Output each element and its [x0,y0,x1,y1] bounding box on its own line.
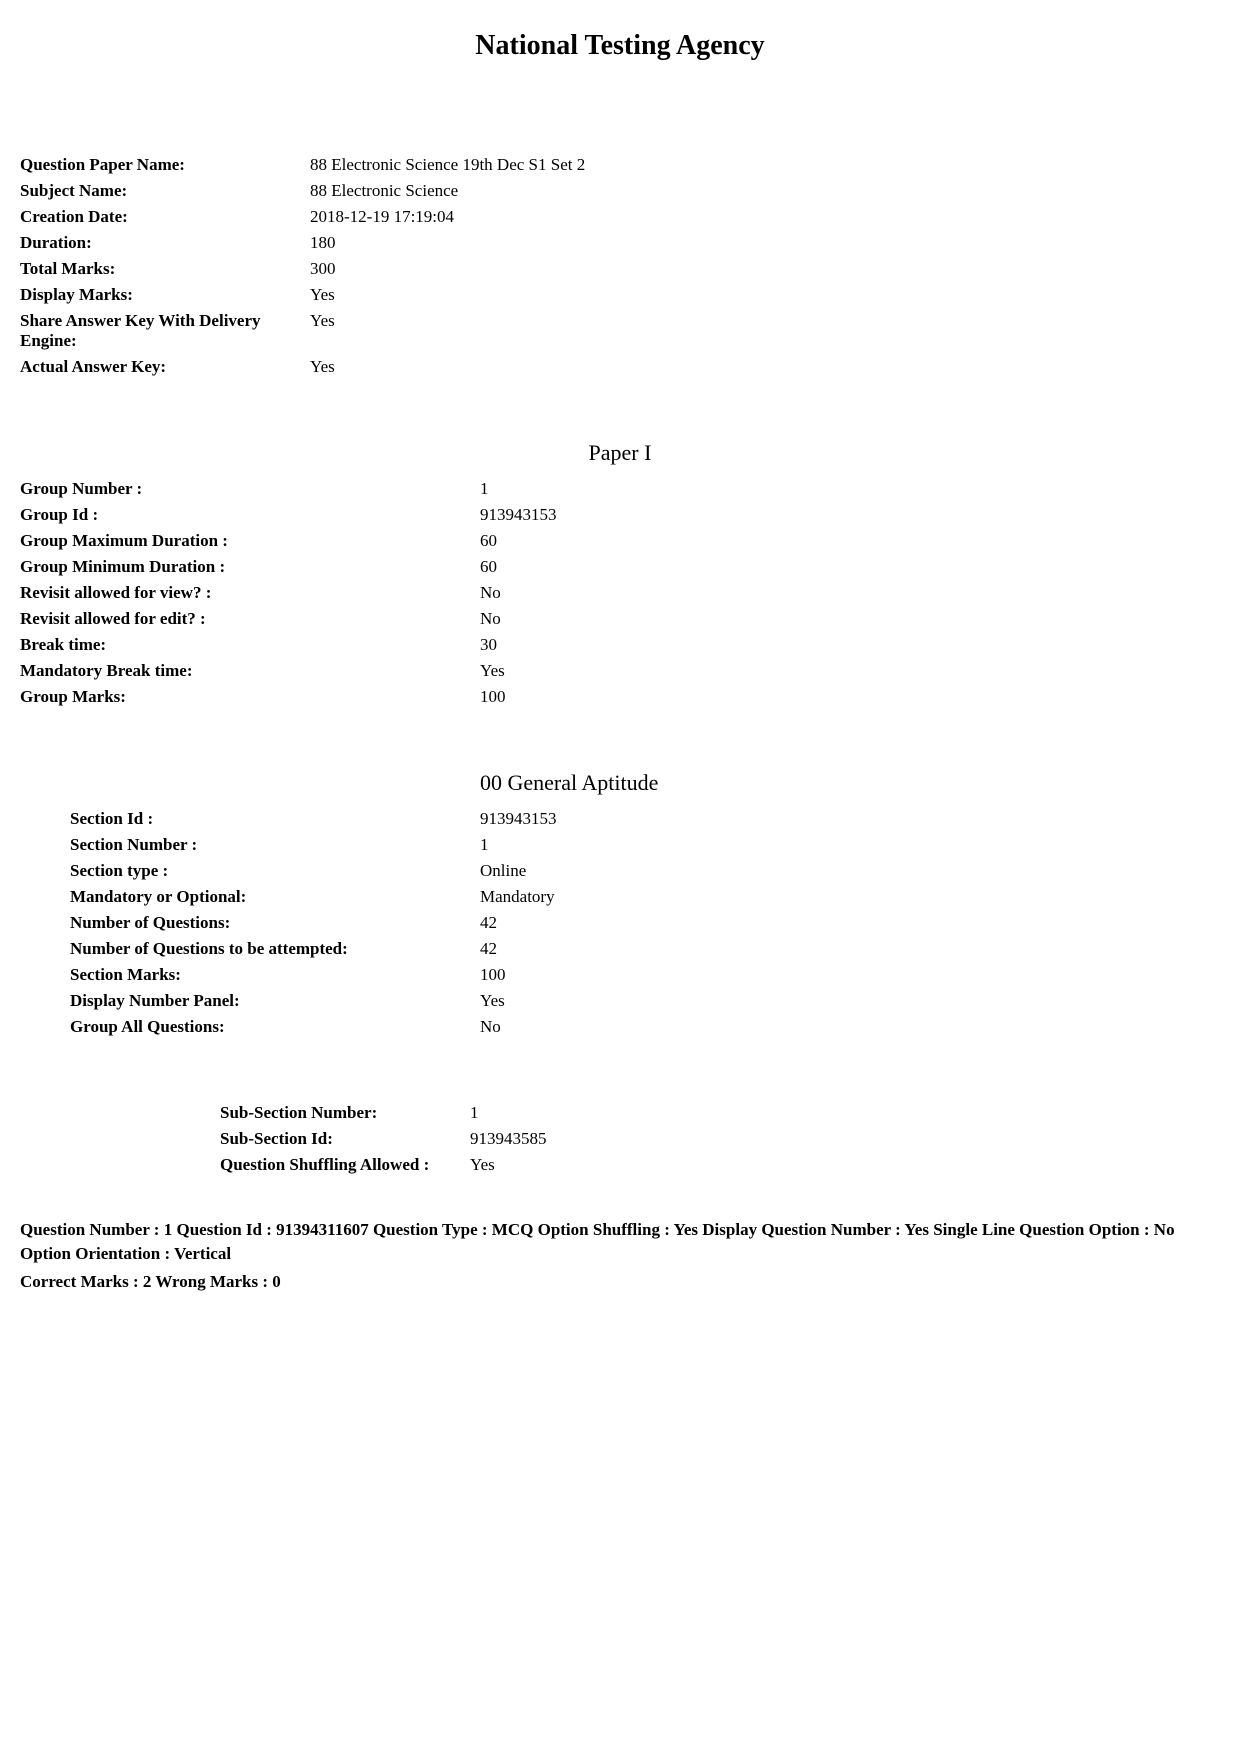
info-value: 300 [310,256,1220,282]
table-row: Display Marks: Yes [20,282,1220,308]
table-row: Section type : Online [70,858,1220,884]
section-value: 100 [480,962,1220,988]
section-heading: 00 General Aptitude [70,770,1220,796]
table-row: Duration: 180 [20,230,1220,256]
table-row: Question Shuffling Allowed : Yes [220,1152,1220,1178]
group-heading: Paper I [20,440,1220,466]
info-label: Actual Answer Key: [20,354,310,380]
section-value: Mandatory [480,884,1220,910]
group-value: 60 [480,554,1220,580]
table-row: Group All Questions: No [70,1014,1220,1040]
table-row: Break time: 30 [20,632,1220,658]
info-value: 88 Electronic Science [310,178,1220,204]
section-value: 1 [480,832,1220,858]
table-row: Subject Name: 88 Electronic Science [20,178,1220,204]
info-label: Share Answer Key With Delivery Engine: [20,308,310,354]
table-row: Section Marks: 100 [70,962,1220,988]
subsection-label: Sub-Section Number: [220,1100,470,1126]
group-label: Revisit allowed for edit? : [20,606,480,632]
table-row: Mandatory Break time: Yes [20,658,1220,684]
group-label: Mandatory Break time: [20,658,480,684]
section-label: Section Number : [70,832,480,858]
table-row: Group Marks: 100 [20,684,1220,710]
subsection-table: Sub-Section Number: 1 Sub-Section Id: 91… [220,1100,1220,1178]
table-row: Group Minimum Duration : 60 [20,554,1220,580]
paper-info-table: Question Paper Name: 88 Electronic Scien… [20,152,1220,380]
table-row: Section Id : 913943153 [70,806,1220,832]
table-row: Section Number : 1 [70,832,1220,858]
section-label: Group All Questions: [70,1014,480,1040]
question-metadata: Question Number : 1 Question Id : 913943… [20,1218,1220,1266]
table-row: Actual Answer Key: Yes [20,354,1220,380]
group-value: No [480,606,1220,632]
section-label: Number of Questions: [70,910,480,936]
group-label: Group Minimum Duration : [20,554,480,580]
section-value: No [480,1014,1220,1040]
section-label: Mandatory or Optional: [70,884,480,910]
section-value: Yes [480,988,1220,1014]
subsection-block: Sub-Section Number: 1 Sub-Section Id: 91… [20,1100,1220,1178]
section-value: Online [480,858,1220,884]
section-label: Display Number Panel: [70,988,480,1014]
table-row: Display Number Panel: Yes [70,988,1220,1014]
info-value: Yes [310,354,1220,380]
table-row: Mandatory or Optional: Mandatory [70,884,1220,910]
group-value: No [480,580,1220,606]
table-row: Sub-Section Number: 1 [220,1100,1220,1126]
group-label: Revisit allowed for view? : [20,580,480,606]
section-label: Section Id : [70,806,480,832]
group-label: Group Number : [20,476,480,502]
info-label: Display Marks: [20,282,310,308]
section-label: Section Marks: [70,962,480,988]
table-row: Revisit allowed for view? : No [20,580,1220,606]
table-row: Total Marks: 300 [20,256,1220,282]
group-value: Yes [480,658,1220,684]
table-row: Creation Date: 2018-12-19 17:19:04 [20,204,1220,230]
table-row: Sub-Section Id: 913943585 [220,1126,1220,1152]
group-label: Group Marks: [20,684,480,710]
table-row: Group Id : 913943153 [20,502,1220,528]
group-table: Group Number : 1 Group Id : 913943153 Gr… [20,476,1220,710]
group-value: 100 [480,684,1220,710]
subsection-value: 913943585 [470,1126,1220,1152]
section-value: 42 [480,910,1220,936]
table-row: Question Paper Name: 88 Electronic Scien… [20,152,1220,178]
table-row: Group Maximum Duration : 60 [20,528,1220,554]
info-label: Creation Date: [20,204,310,230]
subsection-value: Yes [470,1152,1220,1178]
group-value: 1 [480,476,1220,502]
table-row: Number of Questions to be attempted: 42 [70,936,1220,962]
info-value: Yes [310,308,1220,354]
section-value: 42 [480,936,1220,962]
info-value: Yes [310,282,1220,308]
section-label: Number of Questions to be attempted: [70,936,480,962]
info-label: Duration: [20,230,310,256]
section-table: Section Id : 913943153 Section Number : … [70,806,1220,1040]
page-title: National Testing Agency [20,30,1220,62]
subsection-label: Question Shuffling Allowed : [220,1152,470,1178]
subsection-label: Sub-Section Id: [220,1126,470,1152]
info-value: 2018-12-19 17:19:04 [310,204,1220,230]
table-row: Revisit allowed for edit? : No [20,606,1220,632]
group-label: Group Maximum Duration : [20,528,480,554]
subsection-value: 1 [470,1100,1220,1126]
section-block: 00 General Aptitude Section Id : 9139431… [20,770,1220,1040]
group-value: 60 [480,528,1220,554]
table-row: Group Number : 1 [20,476,1220,502]
group-value: 30 [480,632,1220,658]
info-label: Total Marks: [20,256,310,282]
info-value: 180 [310,230,1220,256]
group-label: Group Id : [20,502,480,528]
section-label: Section type : [70,858,480,884]
table-row: Share Answer Key With Delivery Engine: Y… [20,308,1220,354]
group-label: Break time: [20,632,480,658]
question-marks: Correct Marks : 2 Wrong Marks : 0 [20,1272,1220,1292]
section-value: 913943153 [480,806,1220,832]
table-row: Number of Questions: 42 [70,910,1220,936]
info-label: Subject Name: [20,178,310,204]
info-label: Question Paper Name: [20,152,310,178]
info-value: 88 Electronic Science 19th Dec S1 Set 2 [310,152,1220,178]
group-value: 913943153 [480,502,1220,528]
